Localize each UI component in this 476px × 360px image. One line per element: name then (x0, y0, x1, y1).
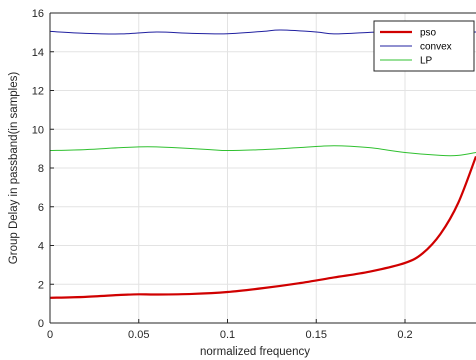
y-tick-label: 2 (38, 279, 44, 291)
y-tick-label: 14 (32, 47, 44, 59)
y-tick-label: 8 (38, 163, 44, 175)
x-tick-label: 0.05 (128, 329, 149, 341)
legend-label-lp: LP (420, 56, 433, 67)
x-axis-label: normalized frequency (200, 346, 310, 358)
y-tick-label: 0 (38, 318, 44, 330)
y-tick-label: 6 (38, 202, 44, 214)
legend: pso convex LP (373, 20, 475, 72)
series-line-lp (49, 145, 476, 157)
series-line-pso (49, 155, 476, 299)
y-axis-label: Group Delay in passband(in samples) (8, 72, 20, 265)
x-tick-label: 0.1 (220, 329, 235, 341)
legend-label-pso: pso (420, 28, 437, 39)
x-tick-label: 0.2 (397, 329, 412, 341)
y-tick-label: 10 (32, 124, 44, 136)
y-tick-label: 16 (32, 8, 44, 20)
x-tick-label: 0.15 (306, 329, 327, 341)
legend-label-convex: convex (420, 42, 452, 53)
y-tick-label: 12 (32, 86, 44, 98)
x-tick-label: 0 (47, 329, 53, 341)
ticks: 0 0.05 0.1 0.15 0.2 0 2 4 6 8 10 12 14 16 (32, 8, 413, 341)
y-tick-label: 4 (38, 241, 44, 253)
